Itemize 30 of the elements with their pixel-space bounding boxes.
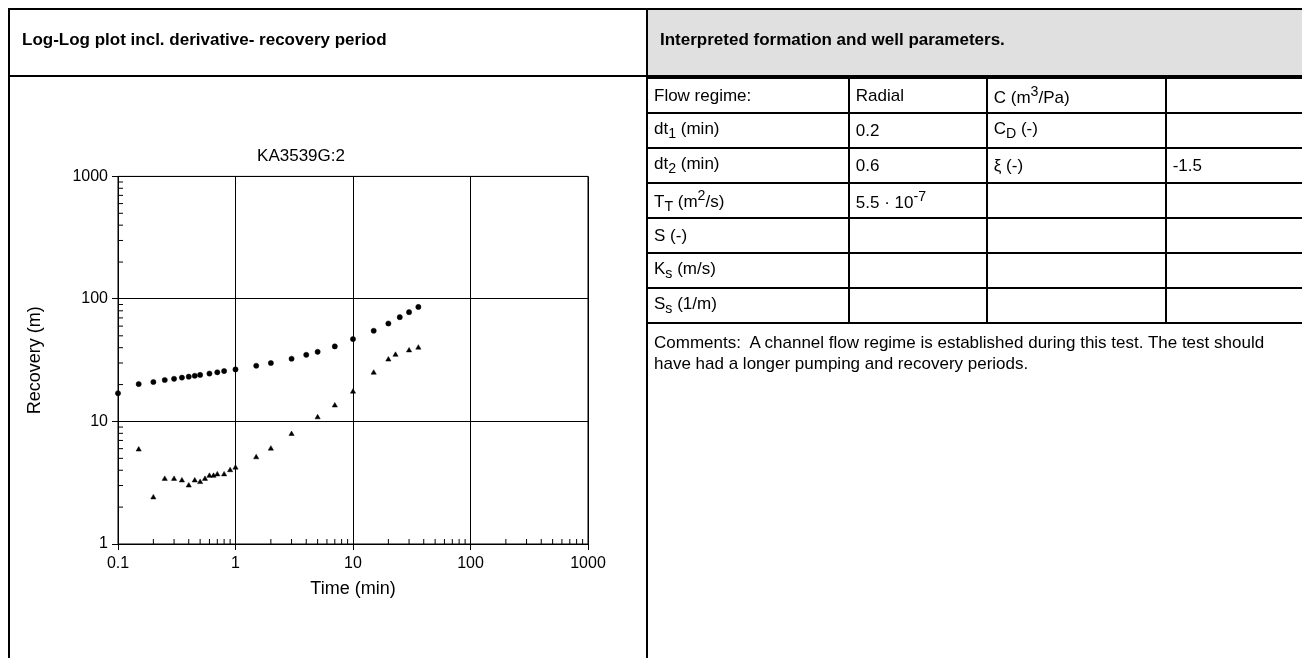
y-tick-label: 100 bbox=[81, 289, 109, 307]
x-tick-label: 100 bbox=[457, 554, 484, 572]
y-axis-title: Recovery (m) bbox=[23, 306, 44, 415]
text: S (-) bbox=[654, 225, 688, 245]
y-tick-label: 1 bbox=[99, 534, 109, 552]
x-tick-label: 0.1 bbox=[106, 554, 130, 572]
text: 0.6 bbox=[855, 155, 880, 175]
x-axis-title: Time (min) bbox=[310, 578, 396, 599]
text: Comments: A channel flow regime is established during this test. The test should have had a longer pumping and recovery periods. bbox=[653, 332, 1266, 374]
text: T$_{T}$ (m$^{2}$/s) bbox=[654, 186, 725, 215]
text: ξ (-) bbox=[993, 155, 1024, 175]
text: Flow regime: bbox=[654, 85, 752, 105]
text: 5.5 · 10$^{-7}$ bbox=[855, 188, 927, 212]
y-tick-label: 1000 bbox=[72, 166, 109, 184]
y-tick-label: 10 bbox=[90, 411, 109, 429]
x-tick-label: 1000 bbox=[570, 554, 606, 572]
text: dt$_{2}$ (min) bbox=[654, 154, 720, 177]
x-tick-label: 1 bbox=[231, 554, 241, 572]
text: 0.2 bbox=[855, 120, 880, 140]
text: Radial bbox=[855, 85, 904, 105]
chart-title: Log-Log plot incl. derivative- recovery period bbox=[10, 10, 646, 77]
x-tick-label: 10 bbox=[344, 554, 362, 572]
text: S$_{s}$ (1/m) bbox=[654, 294, 717, 317]
text: C$_{D}$ (-) bbox=[993, 119, 1038, 142]
text: C (m$^{3}$/Pa) bbox=[993, 83, 1070, 107]
text: K$_{s}$ (m/s) bbox=[654, 259, 716, 282]
text: dt$_{1}$ (min) bbox=[654, 119, 720, 142]
chart-subtitle: KA3539G:2 bbox=[257, 145, 345, 165]
text: Interpreted formation and well parameters. bbox=[648, 10, 1302, 77]
text: -1.5 bbox=[1172, 155, 1202, 175]
